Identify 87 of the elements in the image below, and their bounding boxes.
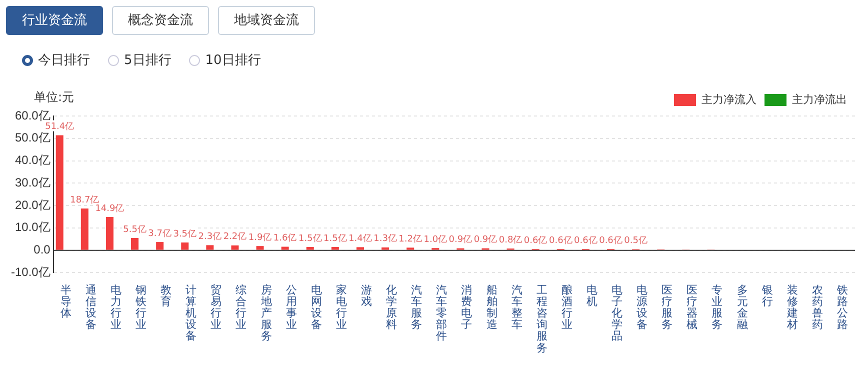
x-tick-label: 公用事业 — [286, 284, 297, 332]
data-label: 0.9亿 — [448, 234, 472, 246]
text: 概念资金流 — [112, 6, 209, 35]
x-tick-label: 医疗服务 — [662, 284, 673, 332]
text: 地域资金流 — [218, 6, 315, 35]
data-label: 1.0亿 — [424, 234, 448, 245]
data-label: 3.7亿 — [148, 228, 172, 239]
data-label: 51.4亿 — [45, 121, 74, 132]
text: 10日排行 — [205, 52, 261, 69]
data-label: 1.4亿 — [348, 233, 372, 244]
y-tick-label: 60.0亿 — [14, 108, 50, 122]
x-tick-label: 化学原料 — [386, 284, 398, 332]
data-label: 1.9亿 — [248, 232, 272, 243]
text: 5日排行 — [124, 52, 172, 69]
x-tick-label: 电力行业 — [110, 284, 122, 332]
x-tick-label: 教育 — [160, 284, 172, 308]
x-tick-label: 汽车零部件 — [436, 284, 448, 343]
x-tick-label: 电网设备 — [310, 284, 322, 332]
x-tick-label: 船舶制造 — [486, 284, 498, 332]
y-axis-title: 单位:元 — [34, 90, 74, 104]
x-tick-label: 游戏 — [360, 284, 372, 308]
data-label: 3.5亿 — [173, 228, 197, 240]
x-tick-label: 通信设备 — [85, 284, 96, 332]
legend-label: 主力净流入 — [702, 93, 756, 106]
bar — [231, 245, 239, 250]
y-tick-label: 10.0亿 — [14, 220, 50, 234]
x-tick-label: 装修建材 — [786, 284, 798, 332]
data-label: 2.3亿 — [198, 231, 222, 242]
data-label: 1.5亿 — [298, 232, 322, 244]
y-tick-label: 40.0亿 — [14, 153, 50, 168]
bar — [181, 242, 189, 250]
data-label: 18.7亿 — [70, 194, 100, 206]
data-label: 0.6亿 — [548, 234, 572, 246]
bar — [306, 246, 314, 250]
data-label: 1.6亿 — [273, 232, 297, 244]
x-tick-label: 农药兽药 — [812, 284, 823, 332]
y-tick-label: -10.0亿 — [10, 265, 50, 280]
data-label: 5.5亿 — [123, 224, 146, 235]
bar — [156, 242, 164, 250]
bar — [56, 135, 64, 250]
bar — [356, 247, 364, 250]
x-tick-label: 电机 — [586, 284, 598, 308]
y-tick-label: 30.0亿 — [14, 175, 50, 190]
bar — [382, 247, 390, 250]
data-label: 14.9亿 — [95, 202, 124, 214]
x-tick-label: 汽车服务 — [411, 284, 422, 332]
data-label: 0.9亿 — [474, 234, 498, 246]
x-tick-label: 汽车整车 — [511, 284, 522, 332]
x-tick-label: 工程咨询服务 — [536, 284, 548, 354]
x-tick-label: 家电行业 — [336, 284, 347, 332]
x-tick-label: 铁路公路 — [836, 284, 848, 332]
data-label: 1.5亿 — [324, 232, 347, 244]
x-tick-label: 计算机设备 — [186, 284, 197, 343]
data-label: 0.6亿 — [524, 234, 548, 246]
bar — [281, 246, 289, 250]
x-tick-label: 房地产服务 — [260, 284, 272, 343]
bar — [256, 246, 264, 250]
bar — [106, 216, 114, 250]
x-tick-label: 医疗器械 — [686, 284, 698, 332]
text: 行业资金流 — [6, 6, 103, 35]
y-tick-label: 50.0亿 — [14, 130, 50, 145]
data-label: 1.2亿 — [398, 233, 422, 244]
data-label: 1.3亿 — [374, 233, 397, 244]
data-label: 2.2亿 — [223, 231, 247, 242]
x-tick-label: 电源设备 — [636, 284, 648, 332]
x-tick-label: 综合行业 — [236, 284, 247, 332]
x-tick-label: 酿酒行业 — [561, 284, 572, 332]
x-tick-label: 专业服务 — [712, 284, 723, 332]
x-tick-label: 银行 — [760, 284, 773, 308]
x-tick-label: 多元金融 — [736, 284, 748, 332]
data-label: 0.8亿 — [498, 234, 522, 246]
bar — [331, 246, 339, 250]
y-tick-label: 0.0 — [34, 242, 51, 257]
x-tick-label: 钢铁行业 — [134, 284, 147, 332]
x-tick-label: 消费电子 — [461, 284, 472, 332]
bar — [80, 208, 88, 250]
bar — [131, 238, 139, 250]
text: 今日排行 — [38, 52, 90, 69]
data-label: 0.6亿 — [574, 234, 598, 246]
data-label: 0.6亿 — [599, 234, 622, 246]
x-tick-label: 电子化学品 — [612, 284, 623, 343]
x-tick-label: 贸易行业 — [210, 284, 222, 332]
legend-label: 主力净流出 — [792, 93, 847, 106]
data-label: 0.5亿 — [624, 235, 648, 246]
bar — [206, 245, 214, 250]
y-tick-label: 20.0亿 — [14, 198, 50, 212]
x-tick-label: 半导体 — [60, 284, 72, 320]
